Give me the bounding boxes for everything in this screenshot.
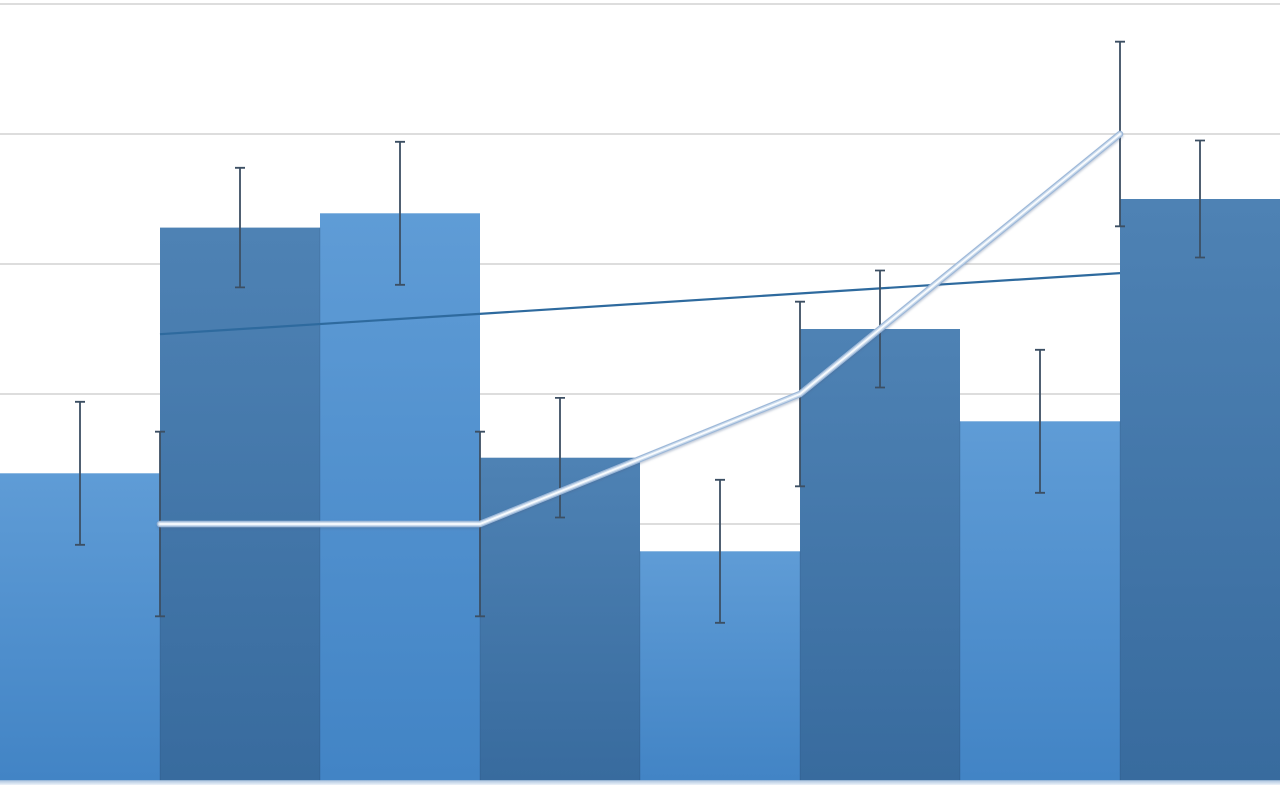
baseline-strip xyxy=(0,780,1280,785)
bar-series xyxy=(0,199,1280,781)
trend-line xyxy=(159,272,1121,336)
bar-2 xyxy=(160,227,320,781)
series-line xyxy=(156,130,1124,528)
bar-error-5 xyxy=(715,478,725,624)
bar-error-7 xyxy=(1035,348,1045,494)
bar-error-3 xyxy=(395,140,405,286)
bar-6 xyxy=(800,329,960,781)
bar-error-8 xyxy=(1195,139,1205,259)
bar-error-1 xyxy=(75,400,85,546)
bar-error-4 xyxy=(555,397,565,519)
series-line-stroke xyxy=(159,133,1121,525)
bar-8 xyxy=(1120,199,1280,781)
bar-error-2 xyxy=(235,166,245,289)
bar-3 xyxy=(320,213,480,781)
